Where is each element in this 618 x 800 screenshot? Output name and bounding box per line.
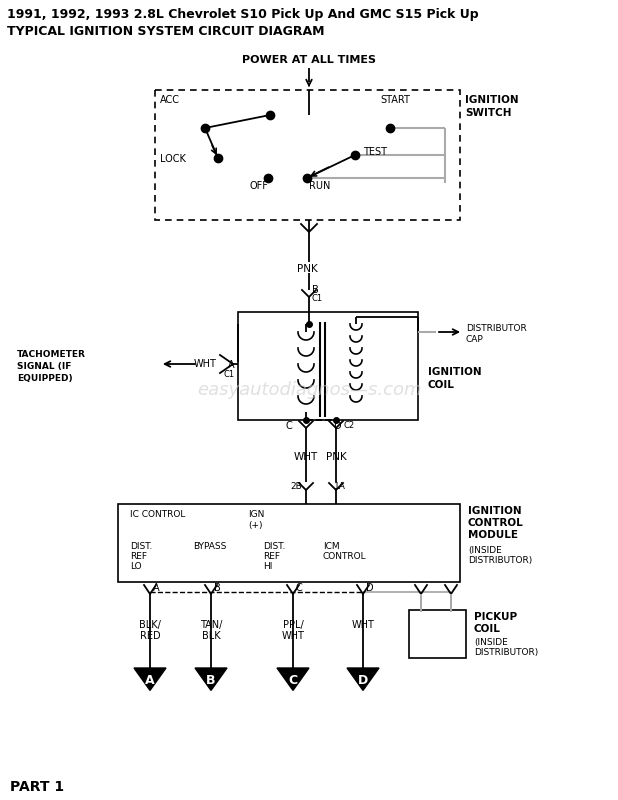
Text: TAN/: TAN/ bbox=[200, 620, 222, 630]
Text: MODULE: MODULE bbox=[468, 530, 518, 540]
Text: D: D bbox=[366, 583, 374, 593]
Text: IC CONTROL: IC CONTROL bbox=[130, 510, 185, 519]
Polygon shape bbox=[134, 668, 166, 690]
Bar bbox=[409, 610, 466, 658]
Text: PART 1: PART 1 bbox=[10, 780, 64, 794]
Text: LOCK: LOCK bbox=[160, 154, 186, 164]
Text: PPL/: PPL/ bbox=[282, 620, 303, 630]
Text: WHT: WHT bbox=[294, 452, 318, 462]
Text: A: A bbox=[145, 674, 155, 686]
Text: TEST: TEST bbox=[363, 147, 387, 157]
Text: 2B: 2B bbox=[290, 482, 302, 491]
Polygon shape bbox=[347, 668, 379, 690]
Text: B: B bbox=[312, 285, 319, 295]
Text: DISTRIBUTOR): DISTRIBUTOR) bbox=[474, 648, 538, 657]
Text: C1: C1 bbox=[312, 294, 323, 303]
Text: D: D bbox=[358, 674, 368, 686]
Text: IGNITION: IGNITION bbox=[465, 95, 519, 105]
Text: B: B bbox=[214, 583, 221, 593]
Text: C: C bbox=[296, 583, 303, 593]
Text: COIL: COIL bbox=[474, 624, 501, 634]
Text: PNK: PNK bbox=[297, 264, 318, 274]
Text: A: A bbox=[229, 360, 235, 370]
Text: PNK: PNK bbox=[326, 452, 346, 462]
Text: DIST.: DIST. bbox=[263, 542, 286, 551]
Text: ACC: ACC bbox=[160, 95, 180, 105]
Text: C: C bbox=[286, 421, 292, 431]
Text: CAP: CAP bbox=[466, 335, 484, 344]
Text: PICKUP: PICKUP bbox=[474, 612, 517, 622]
Text: POWER AT ALL TIMES: POWER AT ALL TIMES bbox=[242, 55, 376, 65]
Text: 1991, 1992, 1993 2.8L Chevrolet S10 Pick Up And GMC S15 Pick Up: 1991, 1992, 1993 2.8L Chevrolet S10 Pick… bbox=[7, 8, 478, 21]
Text: CONTROL: CONTROL bbox=[323, 552, 366, 561]
Text: RED: RED bbox=[140, 631, 160, 641]
Text: DISTRIBUTOR: DISTRIBUTOR bbox=[466, 324, 527, 333]
Text: WHT: WHT bbox=[194, 359, 217, 369]
Text: EQUIPPED): EQUIPPED) bbox=[17, 374, 73, 383]
Text: (INSIDE: (INSIDE bbox=[474, 638, 508, 647]
Text: C2: C2 bbox=[344, 421, 355, 430]
Text: BYPASS: BYPASS bbox=[193, 542, 226, 551]
Text: IGNITION: IGNITION bbox=[468, 506, 522, 516]
Text: (INSIDE: (INSIDE bbox=[468, 546, 502, 555]
Bar bbox=[118, 504, 460, 582]
Bar bbox=[238, 312, 418, 420]
Text: REF: REF bbox=[130, 552, 147, 561]
Text: IGNITION: IGNITION bbox=[428, 367, 481, 377]
Text: DIST.: DIST. bbox=[130, 542, 153, 551]
Text: WHT: WHT bbox=[282, 631, 305, 641]
Text: LO: LO bbox=[130, 562, 142, 571]
Text: BLK/: BLK/ bbox=[139, 620, 161, 630]
Text: 1A: 1A bbox=[334, 482, 346, 491]
Text: TYPICAL IGNITION SYSTEM CIRCUIT DIAGRAM: TYPICAL IGNITION SYSTEM CIRCUIT DIAGRAM bbox=[7, 25, 324, 38]
Text: CONTROL: CONTROL bbox=[468, 518, 523, 528]
Polygon shape bbox=[277, 668, 309, 690]
Polygon shape bbox=[195, 668, 227, 690]
Text: A: A bbox=[153, 583, 159, 593]
Text: BLK: BLK bbox=[201, 631, 220, 641]
Text: B: B bbox=[206, 674, 216, 686]
Text: easyautodiagnos—s.com: easyautodiagnos—s.com bbox=[197, 381, 421, 399]
Text: C: C bbox=[289, 674, 297, 686]
Text: WHT: WHT bbox=[352, 620, 375, 630]
Text: START: START bbox=[380, 95, 410, 105]
Text: IGN: IGN bbox=[248, 510, 265, 519]
Text: DISTRIBUTOR): DISTRIBUTOR) bbox=[468, 556, 532, 565]
Text: D: D bbox=[334, 421, 342, 431]
Text: HI: HI bbox=[263, 562, 273, 571]
Text: SWITCH: SWITCH bbox=[465, 108, 512, 118]
Text: ICM: ICM bbox=[323, 542, 340, 551]
Text: REF: REF bbox=[263, 552, 280, 561]
Text: TACHOMETER: TACHOMETER bbox=[17, 350, 86, 359]
Text: OFF: OFF bbox=[250, 181, 269, 191]
Text: SIGNAL (IF: SIGNAL (IF bbox=[17, 362, 71, 371]
Text: (+): (+) bbox=[248, 521, 263, 530]
Text: RUN: RUN bbox=[309, 181, 331, 191]
Text: C1: C1 bbox=[224, 370, 235, 379]
Text: COIL: COIL bbox=[428, 380, 455, 390]
